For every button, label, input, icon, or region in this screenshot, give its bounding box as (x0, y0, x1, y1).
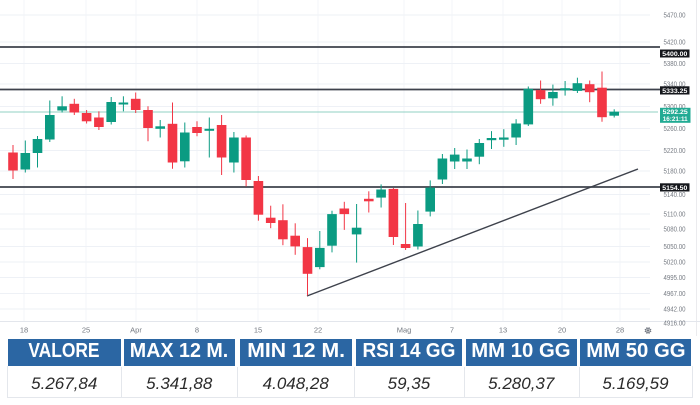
svg-text:25: 25 (82, 326, 90, 335)
svg-text:20: 20 (558, 326, 566, 335)
svg-text:7: 7 (450, 326, 454, 335)
svg-text:5020.00: 5020.00 (664, 258, 686, 267)
svg-text:8: 8 (195, 326, 199, 335)
svg-text:Apr: Apr (130, 326, 142, 335)
svg-text:5260.00: 5260.00 (664, 124, 686, 133)
svg-text:16:21:11: 16:21:11 (663, 116, 688, 123)
svg-text:4942.00: 4942.00 (664, 305, 686, 314)
svg-text:5380.00: 5380.00 (664, 59, 686, 68)
svg-text:18: 18 (20, 326, 28, 335)
svg-text:5400.00: 5400.00 (662, 51, 687, 58)
svg-text:5333.25: 5333.25 (662, 88, 687, 95)
svg-text:5470.00: 5470.00 (664, 11, 686, 20)
svg-text:5050.00: 5050.00 (664, 242, 686, 251)
svg-text:4967.00: 4967.00 (664, 289, 686, 298)
svg-text:4916.00: 4916.00 (664, 319, 686, 328)
svg-text:22: 22 (314, 326, 322, 335)
svg-text:5300.00: 5300.00 (664, 102, 686, 111)
svg-text:5220.00: 5220.00 (664, 146, 686, 155)
svg-text:13: 13 (499, 326, 507, 335)
svg-text:5340.00: 5340.00 (664, 80, 686, 89)
svg-text:28: 28 (616, 326, 624, 335)
svg-text:5110.00: 5110.00 (664, 210, 686, 219)
svg-text:Mag: Mag (397, 326, 412, 335)
svg-text:5420.00: 5420.00 (664, 38, 686, 47)
svg-text:5292.25: 5292.25 (663, 109, 688, 116)
svg-text:5180.00: 5180.00 (664, 167, 686, 176)
svg-text:5140.00: 5140.00 (664, 190, 686, 199)
svg-text:4995.00: 4995.00 (664, 273, 686, 282)
svg-text:5080.00: 5080.00 (664, 225, 686, 234)
svg-text:5154.50: 5154.50 (662, 185, 687, 192)
svg-text:15: 15 (254, 326, 262, 335)
